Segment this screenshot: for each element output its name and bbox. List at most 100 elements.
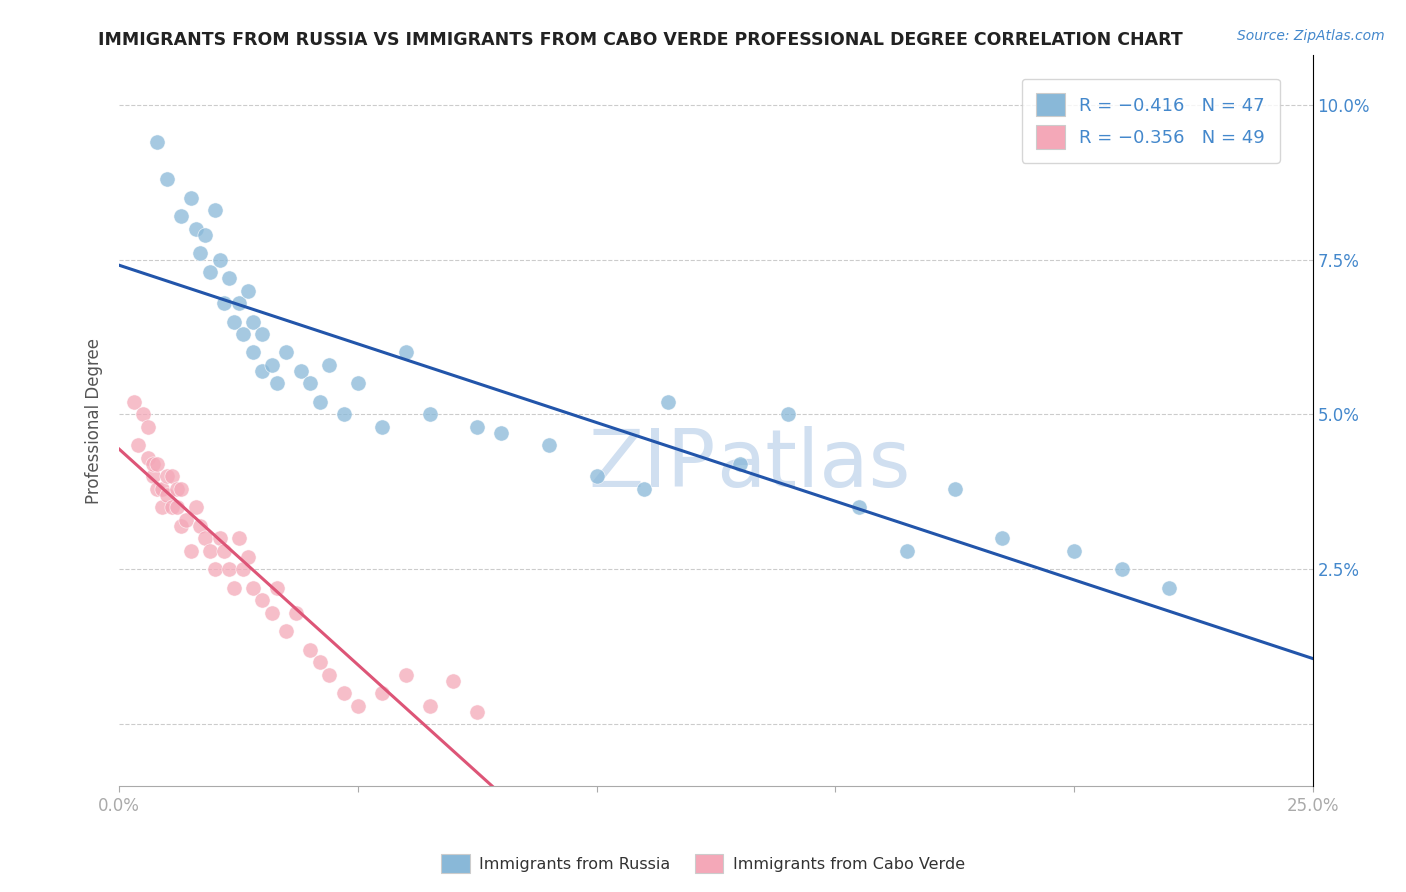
Point xyxy=(228,532,250,546)
Point xyxy=(160,469,183,483)
Point xyxy=(266,581,288,595)
Point xyxy=(180,543,202,558)
Point xyxy=(318,667,340,681)
Text: IMMIGRANTS FROM RUSSIA VS IMMIGRANTS FROM CABO VERDE PROFESSIONAL DEGREE CORRELA: IMMIGRANTS FROM RUSSIA VS IMMIGRANTS FRO… xyxy=(98,31,1184,49)
Point xyxy=(208,252,231,267)
Point xyxy=(299,643,322,657)
Point xyxy=(260,358,283,372)
Point xyxy=(242,345,264,359)
Point xyxy=(127,438,149,452)
Point xyxy=(347,376,370,391)
Legend: R = −0.416   N = 47, R = −0.356   N = 49: R = −0.416 N = 47, R = −0.356 N = 49 xyxy=(1022,78,1279,163)
Point xyxy=(232,326,254,341)
Point xyxy=(156,469,179,483)
Point xyxy=(166,482,188,496)
Point xyxy=(585,469,607,483)
Point xyxy=(236,284,259,298)
Point xyxy=(633,482,655,496)
Point xyxy=(371,420,394,434)
Point xyxy=(184,221,207,235)
Point xyxy=(122,395,145,409)
Point xyxy=(174,513,197,527)
Text: ZIP: ZIP xyxy=(589,425,716,503)
Legend: Immigrants from Russia, Immigrants from Cabo Verde: Immigrants from Russia, Immigrants from … xyxy=(434,847,972,880)
Point xyxy=(236,549,259,564)
Point xyxy=(204,562,226,576)
Point xyxy=(204,202,226,217)
Point xyxy=(418,408,440,422)
Point xyxy=(332,408,354,422)
Point xyxy=(1159,581,1181,595)
Point xyxy=(150,482,173,496)
Point xyxy=(318,358,340,372)
Point xyxy=(190,246,212,260)
Point xyxy=(395,345,418,359)
Point xyxy=(465,420,488,434)
Point xyxy=(228,296,250,310)
Point xyxy=(218,271,240,285)
Point xyxy=(166,500,188,515)
Point xyxy=(218,562,240,576)
Point xyxy=(198,265,221,279)
Point xyxy=(260,606,283,620)
Point xyxy=(170,482,193,496)
Point xyxy=(332,686,354,700)
Point xyxy=(146,457,169,471)
Point xyxy=(180,191,202,205)
Point xyxy=(136,450,159,465)
Point xyxy=(232,562,254,576)
Point xyxy=(170,209,193,223)
Y-axis label: Professional Degree: Professional Degree xyxy=(86,338,103,504)
Point xyxy=(146,135,169,149)
Point xyxy=(252,364,274,378)
Point xyxy=(170,519,193,533)
Point xyxy=(489,425,512,440)
Point xyxy=(896,543,918,558)
Point xyxy=(395,667,418,681)
Point xyxy=(299,376,322,391)
Point xyxy=(222,581,245,595)
Point xyxy=(276,345,298,359)
Point xyxy=(252,326,274,341)
Point xyxy=(537,438,560,452)
Point xyxy=(222,314,245,328)
Text: Source: ZipAtlas.com: Source: ZipAtlas.com xyxy=(1237,29,1385,43)
Point xyxy=(657,395,679,409)
Text: atlas: atlas xyxy=(716,425,910,503)
Point xyxy=(252,593,274,607)
Point xyxy=(441,673,464,688)
Point xyxy=(276,624,298,639)
Point xyxy=(266,376,288,391)
Point xyxy=(146,482,169,496)
Point xyxy=(198,543,221,558)
Point xyxy=(150,500,173,515)
Point xyxy=(1111,562,1133,576)
Point xyxy=(1063,543,1085,558)
Point xyxy=(991,532,1014,546)
Point xyxy=(142,469,165,483)
Point xyxy=(776,408,799,422)
Point xyxy=(943,482,966,496)
Point xyxy=(160,500,183,515)
Point xyxy=(308,395,330,409)
Point xyxy=(418,698,440,713)
Point xyxy=(214,296,236,310)
Point xyxy=(208,532,231,546)
Point xyxy=(728,457,751,471)
Point xyxy=(347,698,370,713)
Point xyxy=(184,500,207,515)
Point xyxy=(156,172,179,186)
Point xyxy=(142,457,165,471)
Point xyxy=(214,543,236,558)
Point xyxy=(136,420,159,434)
Point xyxy=(371,686,394,700)
Point xyxy=(156,488,179,502)
Point xyxy=(848,500,870,515)
Point xyxy=(465,705,488,719)
Point xyxy=(308,655,330,669)
Point xyxy=(190,519,212,533)
Point xyxy=(194,532,217,546)
Point xyxy=(290,364,312,378)
Point xyxy=(242,581,264,595)
Point xyxy=(284,606,307,620)
